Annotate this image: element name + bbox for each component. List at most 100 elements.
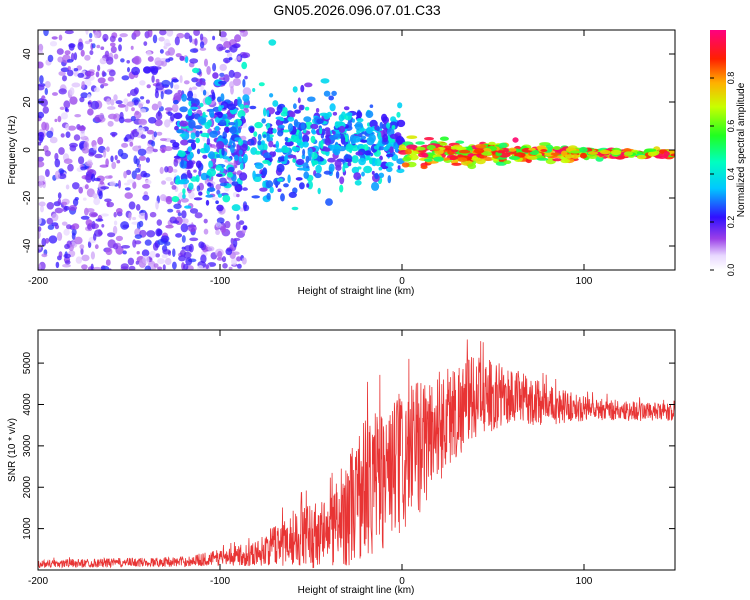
spectrogram-cell [316,118,324,125]
spectrogram-cell [93,87,100,93]
spectrogram-cell [332,130,336,135]
spectrogram-cell [284,155,288,163]
spectrogram-cell [195,137,200,144]
spectrogram-cell [262,143,268,152]
spectrogram-cell [58,147,65,155]
x-tick-label: 0 [399,576,405,587]
spectrogram-cell [305,155,310,164]
spectrogram-cell [194,125,203,130]
spectrogram-cell [132,216,137,221]
spectrogram-cell [219,37,228,42]
snr-y-axis: 1000 2000 3000 4000 5000 [22,352,675,540]
spectrogram-cell [647,151,657,157]
spectrogram-cell [86,71,95,77]
spectrogram-cell [287,154,296,158]
spectrogram-cell [113,211,117,218]
spectrogram-cell [170,181,174,186]
x-tick-label: 100 [576,276,593,287]
spectrogram-cell [257,140,262,146]
spectrogram-cell [49,136,58,144]
y-tick-label: -40 [22,238,33,253]
spectrogram-cell [62,75,67,82]
spectrogram-cell [123,137,128,142]
spectrogram-cell [64,260,71,265]
spectrogram-cell [552,158,562,162]
spectrogram-cell [369,158,373,165]
spectrogram-cell [360,135,367,140]
spectrogram-cell [64,30,74,35]
spectrogram-cell [315,164,322,174]
spectrogram-cell [252,170,256,180]
spectrogram-cell [61,221,68,226]
spectrogram-cell [217,111,223,119]
spectrogram-cell [237,263,242,269]
spectrogram-cell [255,150,261,155]
spectrogram-cell [97,77,106,84]
spectrogram-cell [276,178,284,182]
spectrogram-cell [396,168,405,174]
spectrogram-cell [108,69,116,77]
spectrogram-cell [214,125,220,132]
spectrogram-cell [288,191,297,198]
spectrogram-cell [79,96,85,103]
spectrogram-cell [102,83,109,87]
spectrogram-cell [160,235,170,243]
spectrogram-cell [38,243,42,250]
spectrogram-cell [151,140,156,147]
spectrogram-cell [39,134,44,143]
spectrogram-cell [219,31,227,38]
spectrogram-cell [140,96,145,100]
spectrogram-cell [107,120,114,127]
spectrogram-cell [120,263,129,270]
spectrogram-cell [204,96,212,105]
spectrogram-cell [232,251,240,255]
spectrogram-cell [289,111,296,118]
spectrogram-cell [282,129,290,133]
spectrogram-cell [269,186,274,194]
spectrogram-cell [333,145,340,150]
spectrogram-cell [152,34,158,44]
spectrogram-cell [69,96,78,105]
snr-x-axis: -200 -100 0 100 [28,330,593,587]
spectrogram-cell [579,146,588,153]
spectrogram-cell [170,81,174,89]
spectrogram-cell [117,104,126,108]
spectrogram-cell [345,112,353,117]
spectrogram-cell [78,156,85,165]
spectrogram-cell [124,192,133,199]
spectrogram-cell [83,141,90,150]
spectrogram-cell [243,153,248,163]
spectrogram-cell [205,199,210,206]
spectrogram-cell [138,220,144,228]
spectrogram-cell [120,152,129,160]
spectrogram-cell [175,233,183,238]
spectrogram-cell [168,57,174,61]
spectrogram-cell [225,248,233,256]
spectrogram-cell [89,50,94,56]
spectrogram-cell [450,146,457,150]
spectrogram-cell [368,133,376,143]
spectrogram-cell [165,51,171,56]
spectrogram-cell [138,155,146,161]
spectrogram-cell [466,146,473,151]
spectrogram-cell [295,177,303,181]
spectrogram-cell [58,88,67,95]
spectrogram-cell [172,248,176,257]
spectrogram-cell [159,166,164,175]
spectrogram-cell [174,125,179,131]
spectrogram-cell [498,142,508,148]
spectrogram-cell [258,82,265,87]
spectrogram-cell [82,197,87,201]
spectrogram-cell [561,150,568,157]
spectrogram-cell [242,94,250,102]
spectrogram-cell [99,112,105,120]
spectrogram-cell [390,116,397,123]
spectrogram-cell [416,146,426,151]
spectrogram-cell [379,121,383,129]
spectrogram-cell [123,118,133,123]
spectrogram-cell [386,122,391,129]
spectrogram-cell [94,244,99,250]
spectrogram-cell [47,54,54,63]
spectrogram-cell [371,170,375,175]
snr-panel: -200 -100 0 100 1000 2000 3000 4000 5000 Height… [7,329,676,596]
